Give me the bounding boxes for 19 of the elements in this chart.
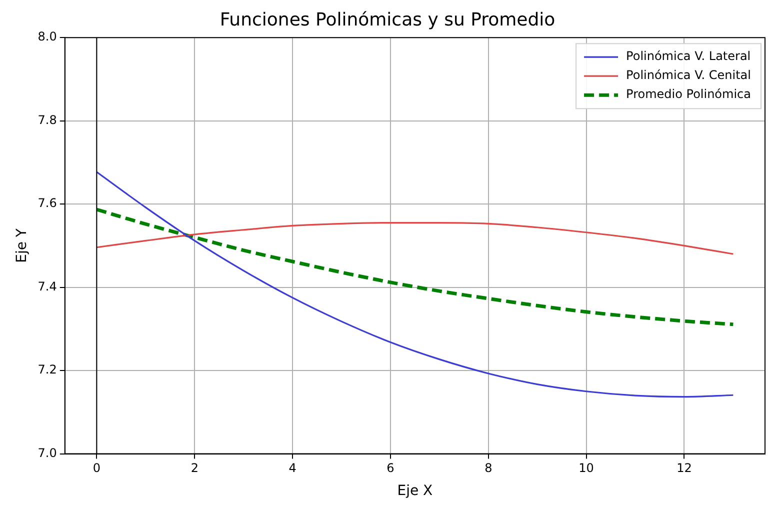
x-tick-label: 4 xyxy=(288,461,296,476)
x-tick-label: 2 xyxy=(190,461,198,476)
legend-label: Promedio Polinómica xyxy=(626,87,752,102)
x-axis-title: Eje X xyxy=(397,483,434,500)
legend-label: Polinómica V. Cenital xyxy=(626,68,751,82)
x-tick-label: 8 xyxy=(484,461,492,476)
legend-label: Polinómica V. Lateral xyxy=(626,49,751,64)
x-tick-label: 0 xyxy=(92,461,101,476)
y-tick-label: 7.8 xyxy=(38,112,57,127)
y-tick-label: 7.0 xyxy=(38,446,57,460)
y-tick-label: 7.4 xyxy=(38,279,57,294)
y-tick-label: 8.0 xyxy=(38,30,57,44)
y-tick-label: 7.2 xyxy=(38,362,57,377)
x-tick-label: 10 xyxy=(578,461,594,476)
x-tick-label: 6 xyxy=(386,461,394,476)
x-tick-label: 12 xyxy=(676,461,692,476)
chart-title: Funciones Polinómicas y su Promedio xyxy=(220,9,556,30)
y-tick-label: 7.6 xyxy=(38,196,57,210)
y-axis-title: Eje Y xyxy=(14,228,30,263)
